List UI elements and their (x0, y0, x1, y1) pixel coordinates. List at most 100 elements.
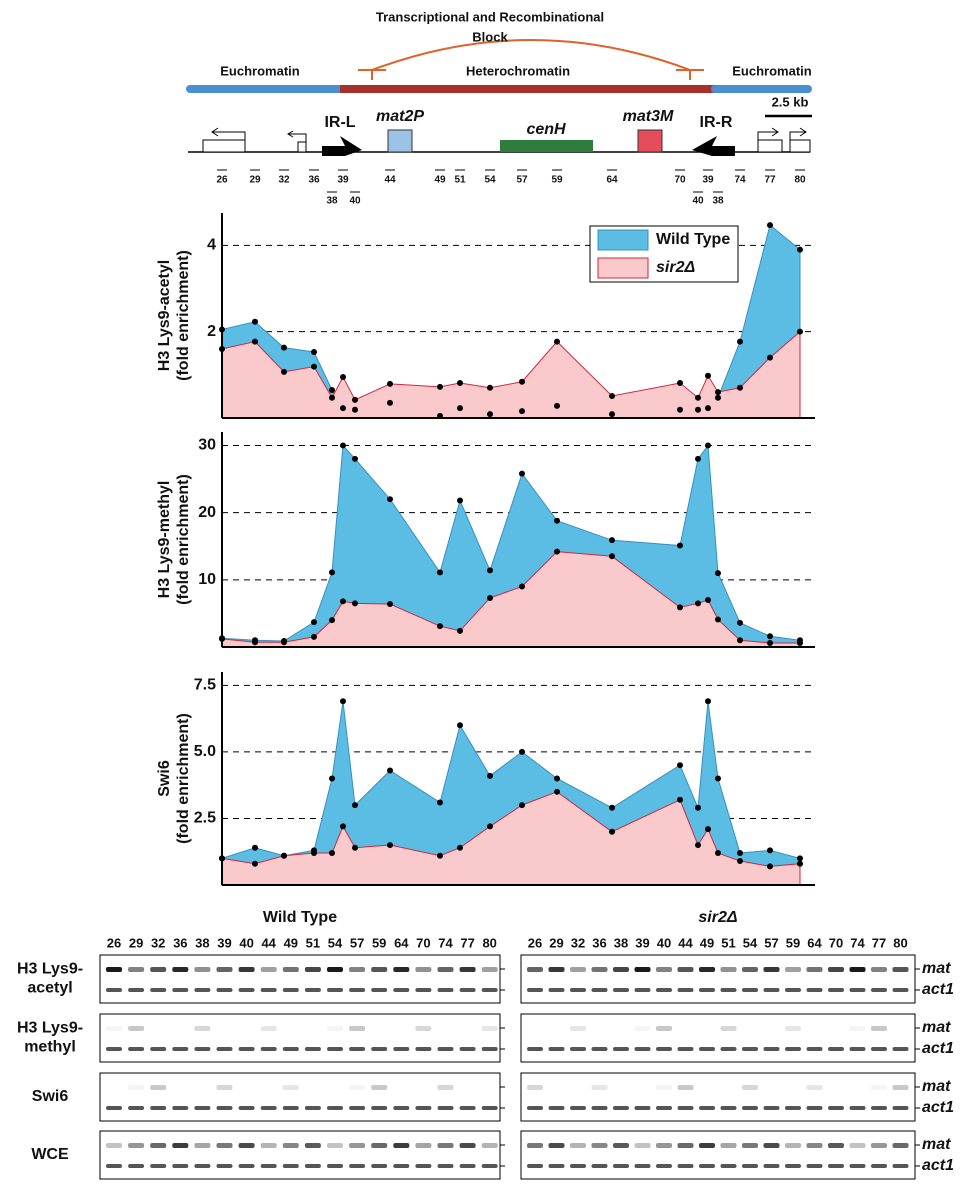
data-point (252, 845, 258, 851)
gel-band (549, 988, 565, 992)
data-point (329, 387, 335, 393)
primer-label: 29 (249, 175, 261, 186)
gel-band (764, 988, 780, 992)
gel-band (393, 1143, 409, 1148)
lane-label: 80 (893, 935, 907, 950)
gel-band (239, 1085, 255, 1090)
gel-band (656, 1164, 672, 1168)
gel-band (482, 1164, 498, 1168)
gel-band (460, 1085, 476, 1090)
gel-band (850, 967, 866, 972)
gel-band (527, 1106, 543, 1110)
lane-label: 51 (306, 935, 320, 950)
primer-label: 44 (384, 175, 396, 186)
data-point (519, 584, 525, 590)
data-point (352, 600, 358, 606)
band-label: act1 (922, 1157, 954, 1174)
lane-label: 70 (829, 935, 843, 950)
gel-band (613, 988, 629, 992)
gel-band (460, 1026, 476, 1031)
band-label: act1 (922, 1040, 954, 1057)
data-point (329, 776, 335, 782)
primer-label: 40 (349, 196, 361, 207)
gel-band (764, 1047, 780, 1051)
gel-band (570, 1106, 586, 1110)
gel-band (850, 1143, 866, 1148)
gel-band (699, 1085, 715, 1090)
gel-band (438, 1106, 454, 1110)
gel-band (349, 1164, 365, 1168)
y-tick-label: 7.5 (194, 677, 216, 694)
gel-band (678, 1047, 694, 1051)
band-label: act1 (922, 981, 954, 998)
data-point (311, 364, 317, 370)
gel-band (415, 1085, 431, 1090)
gel-band (239, 1047, 255, 1051)
primer-label: 26 (216, 175, 228, 186)
gel-band (893, 1143, 909, 1148)
data-point (797, 329, 803, 335)
gel-band (871, 967, 887, 972)
data-point (487, 411, 493, 417)
lane-label: 54 (743, 935, 758, 950)
gel-band (549, 1026, 565, 1031)
gel-band (828, 1085, 844, 1090)
gel-band (239, 1164, 255, 1168)
row-label: Swi6 (32, 1088, 69, 1105)
lane-label: 39 (217, 935, 231, 950)
gel-band (283, 988, 299, 992)
band-label: mat (922, 1019, 951, 1036)
gel-band (349, 1047, 365, 1051)
gel-band (592, 1106, 608, 1110)
gel-band (150, 1106, 166, 1110)
gel-band (438, 1085, 454, 1090)
lane-label: 44 (678, 935, 693, 950)
gel-band (828, 967, 844, 972)
data-point (437, 623, 443, 629)
gel-band (527, 988, 543, 992)
data-point (281, 853, 287, 859)
gel-band (217, 1143, 233, 1148)
y-axis-label: H3 Lys9-acetyl (156, 260, 173, 371)
gel-band (283, 1026, 299, 1031)
data-point (737, 620, 743, 626)
gel-band (371, 988, 387, 992)
gel-band (549, 1143, 565, 1148)
gel-band (261, 967, 277, 972)
data-point (281, 345, 287, 351)
gel-band (393, 1026, 409, 1031)
gel-band (415, 1026, 431, 1031)
data-point (340, 698, 346, 704)
ir-r-arrow (692, 136, 735, 156)
gel-band (721, 1143, 737, 1148)
gel-band (635, 988, 651, 992)
legend-swatch (598, 258, 648, 278)
data-point (387, 381, 393, 387)
lane-label: 29 (549, 935, 563, 950)
gel-band (785, 1106, 801, 1110)
gel-band (349, 1085, 365, 1090)
gel-band (570, 988, 586, 992)
gel-band (438, 1143, 454, 1148)
gel-band (721, 1047, 737, 1051)
gel-band (194, 1047, 210, 1051)
lane-label: 64 (807, 935, 822, 950)
gel-band (194, 988, 210, 992)
gene-arrow (758, 128, 778, 140)
band-label: mat (922, 1078, 951, 1095)
primer-label: 38 (326, 196, 338, 207)
gel-band (128, 967, 144, 972)
data-point (387, 768, 393, 774)
data-point (767, 847, 773, 853)
gel-band (106, 1026, 122, 1031)
gel-band (371, 1047, 387, 1051)
data-point (609, 805, 615, 811)
data-point (554, 339, 560, 345)
y-tick-label: 30 (198, 437, 216, 454)
data-point (352, 407, 358, 413)
data-point (437, 799, 443, 805)
gel-band (678, 988, 694, 992)
gel-band (807, 1106, 823, 1110)
gel-band (261, 1085, 277, 1090)
gel-band (656, 1143, 672, 1148)
